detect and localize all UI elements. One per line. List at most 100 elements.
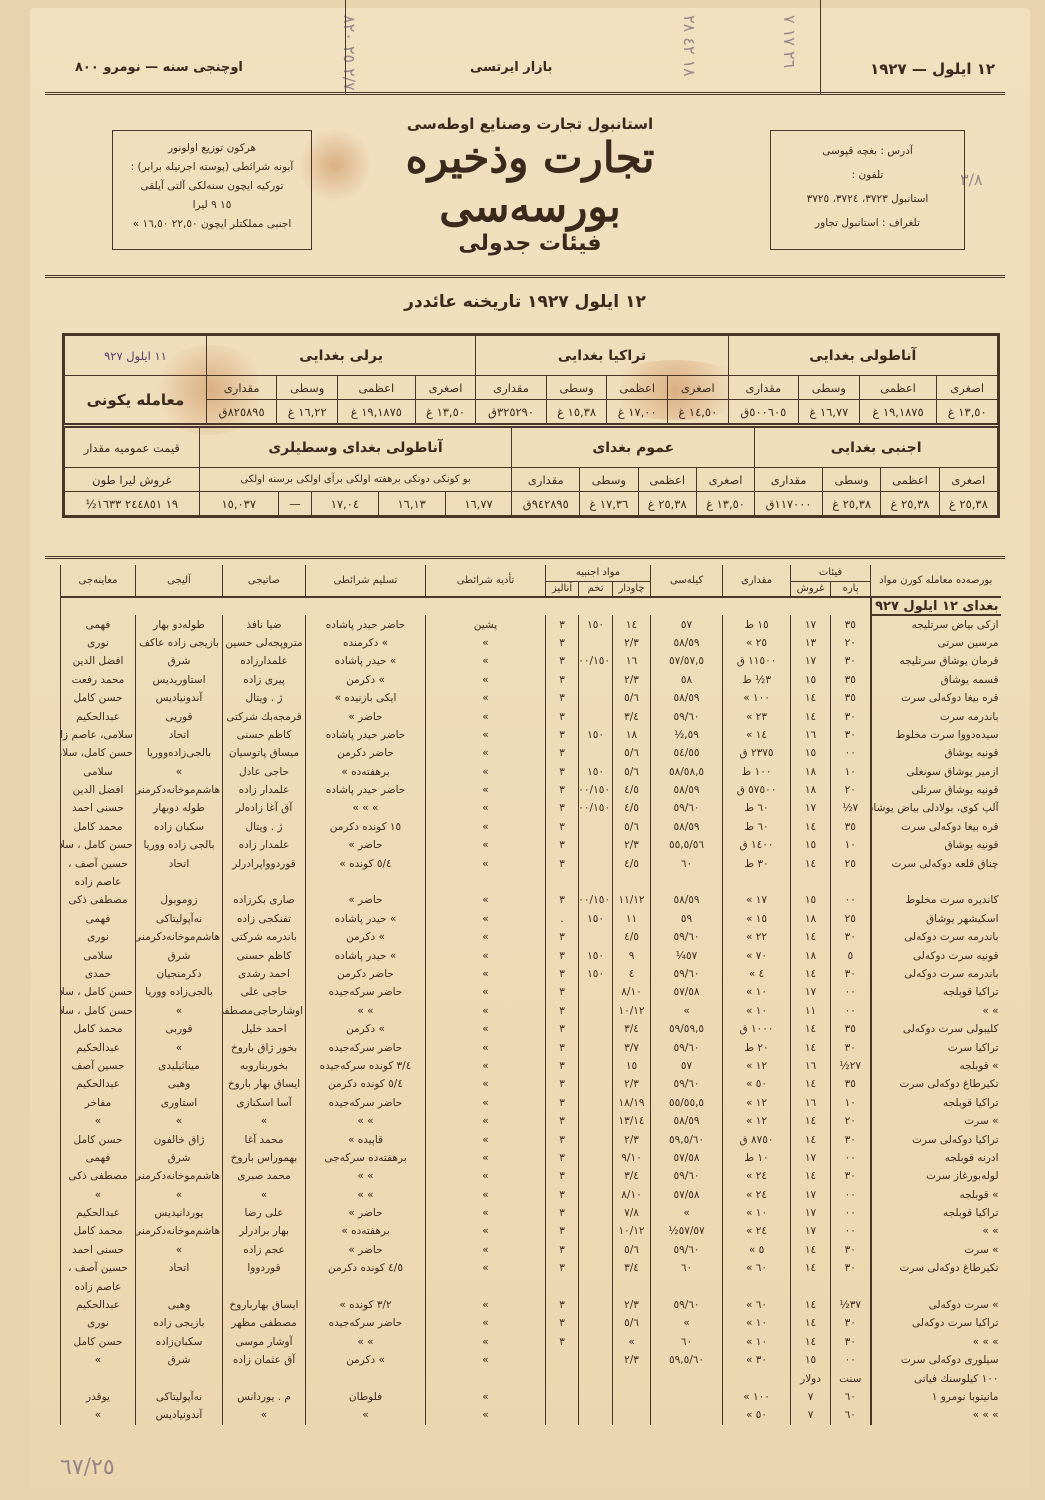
price-para: ٢٧½ — [830, 1056, 871, 1076]
analysis: ٣ — [544, 1019, 579, 1039]
day-label: معامله يكونی — [64, 375, 207, 424]
rye: ٩/١٠ — [612, 1148, 651, 1168]
seller: كاظم حسنی — [222, 725, 306, 745]
inspector: » — [60, 1351, 136, 1370]
inspector: حسن كامل، سلامی — [60, 744, 136, 763]
price-gurush: ١٤ — [790, 964, 831, 984]
col-inspector: معاينه‌جی — [60, 565, 136, 598]
seller: آسا اسكنازی — [222, 1093, 306, 1112]
seed — [578, 1056, 613, 1076]
payment-terms: » — [425, 1185, 546, 1204]
kile-weight: ٥٤/٥٥ — [650, 744, 723, 763]
kile-weight: ٦٠ — [650, 854, 723, 873]
price-para: ٠٠ — [830, 1185, 871, 1204]
material: باندرمه سرت دوكه‌لی — [869, 928, 1001, 947]
price-gurush: ١٤ — [790, 817, 831, 837]
rye: ٢/٣ — [612, 836, 651, 855]
stat-value: ١٤,٥٠ غ — [667, 399, 729, 424]
delivery-terms: حاضر سركه‌جيده — [305, 983, 426, 1002]
quantity: ٢٣٧٥ ق — [722, 744, 791, 763]
table-row: تراكيا قوبلجه ٠٠ ١٧ ١٠ »» ٧/٨ ٣» حاضر » علی رضا… — [60, 1203, 1001, 1223]
total-header: قيمت عموميه مقدار — [64, 427, 200, 468]
quantity — [722, 1277, 791, 1296]
rye: ٧/٨ — [612, 1203, 651, 1223]
stat-value: ٩٤٢٨٩٥ق — [511, 491, 581, 516]
quantity: ٥٠ » — [722, 1075, 791, 1094]
seller: مصطفی مظهر — [222, 1314, 306, 1333]
material: تراكيا سرت — [869, 1038, 1001, 1057]
stat-label: وسطی — [821, 467, 882, 492]
stat-label: مقداری — [475, 375, 547, 400]
rye: ٢/٣ — [612, 633, 651, 653]
analysis: ٣ — [544, 1203, 579, 1223]
table-row: قره بيغا دوكه‌لی سرت ٣٥ ١٤ ٦٠ ط ٥٨/٥٩ ٥/٦ ٣» ١٥… — [60, 817, 1001, 837]
price-para: ٣٠ — [830, 707, 871, 726]
buyer: استاوری — [135, 1093, 223, 1112]
table-row: قونيه يوشاق ٠٠ ١٥ ٢٣٧٥ ق ٥٤/٥٥ ٥/٦ ٣» حاضر دكرم… — [60, 744, 1001, 763]
delivery-terms: حاضر » — [305, 707, 426, 726]
rye: ٣/٧ — [612, 1038, 651, 1057]
delivery-terms: حاضر سركه‌جيده — [305, 1314, 426, 1333]
analysis: ٣ — [544, 1259, 579, 1278]
delivery-terms: حاضر » — [305, 1240, 426, 1260]
price-para: ٠٠ — [830, 1351, 871, 1370]
inspector: حسن كامل — [60, 1130, 136, 1149]
col-seller: صاتيجی — [222, 565, 306, 598]
rye: ٥/٦ — [612, 762, 651, 781]
price-para: ٣٥ — [830, 670, 871, 689]
material: لوله‌بورغاز سرت — [869, 1167, 1001, 1186]
kile-weight: ٥٩,٥/٦٠ — [650, 1130, 723, 1149]
payment-terms: » — [425, 928, 546, 947]
seller — [222, 1277, 306, 1296]
payment-terms: » — [425, 1167, 546, 1186]
analysis: ٣ — [544, 707, 579, 726]
price-para: ٣٠ — [830, 1314, 871, 1333]
buyer: طوله دوبهار — [135, 799, 223, 818]
avg-value: ١٦,٧٧ — [444, 491, 513, 516]
quantity: ٥٧٥٠٠ ق — [722, 780, 791, 800]
quantity: ١٤ » — [722, 725, 791, 745]
col-rye: چاودار — [612, 581, 651, 598]
buyer — [135, 1369, 223, 1388]
analysis: ٣ — [544, 1038, 579, 1057]
rye — [612, 872, 651, 892]
buyer: استاوريديس — [135, 670, 223, 689]
price-para: ٣٠ — [830, 928, 871, 947]
material: قونيه سرت دوكه‌لی — [869, 946, 1001, 965]
delivery-terms — [305, 1277, 426, 1296]
payment-terms: » — [425, 780, 546, 800]
table-row: » » ٠٠ ١٧ ٢٤ » ٥٧/٥٧½ ١٠/١٢ ٣» برهفته‌ده » بهار … — [60, 1222, 1001, 1241]
table-row: كليبولی سرت دوكه‌لی ٣٥ ١٤ ١٠٠٠ ق ٥٩/٥٩,٥ ٣/٤ ٣… — [60, 1019, 1001, 1039]
inspector: عبدالحكيم — [60, 1038, 136, 1057]
analysis: ٣ — [544, 688, 579, 708]
analysis: ٣ — [544, 725, 579, 745]
material: تراكيا قوبلجه — [869, 983, 1001, 1002]
analysis: ٣ — [544, 891, 579, 910]
delivery-terms: » » — [305, 1001, 426, 1020]
rye: ٣/٤ — [612, 1167, 651, 1186]
analysis — [544, 872, 579, 892]
stat-label: وسطی — [798, 375, 860, 400]
table-row: سيلوری دوكه‌لی سرت ٠٠ ١٥ ٣٠ » ٥٩,٥/٦٠ ٢/٣»» د… — [60, 1351, 1001, 1370]
col-price: فيئات — [790, 565, 871, 582]
inspector: فهمی — [60, 1148, 136, 1168]
quantity: ٦٠ » — [722, 1295, 791, 1315]
seller: آوشار موسی — [222, 1332, 306, 1352]
table-row: مرسين سرتی ٢٠ ١٣ ٢٥ » ٥٨/٥٩ ٢/٣ ٣»» دكرمنده متر… — [60, 633, 1001, 653]
kile-weight: ٥٩/٦٠ — [650, 928, 723, 947]
stat-label: مقداری — [511, 467, 581, 492]
seller: م . يوردانس — [222, 1387, 306, 1407]
material: باندرمه سرت — [869, 707, 1001, 726]
material: قره بيغا دوكه‌لی سرت — [869, 817, 1001, 837]
material: قونيه يوشاق سرتلی — [869, 780, 1001, 800]
stat-label: وسطی — [545, 375, 608, 400]
inspector: يوقدر — [60, 1387, 136, 1407]
material: اسكيشهر يوشاق — [869, 909, 1001, 929]
buyer: » — [135, 1185, 223, 1204]
material: چناق قلعه دوكه‌لی سرت — [869, 854, 1001, 873]
buyer: آندونيادیس — [135, 1406, 223, 1425]
stat-label: اصغری — [667, 375, 729, 400]
delivery-terms: » — [305, 1406, 426, 1425]
seller: احمد رشدی — [222, 964, 306, 984]
